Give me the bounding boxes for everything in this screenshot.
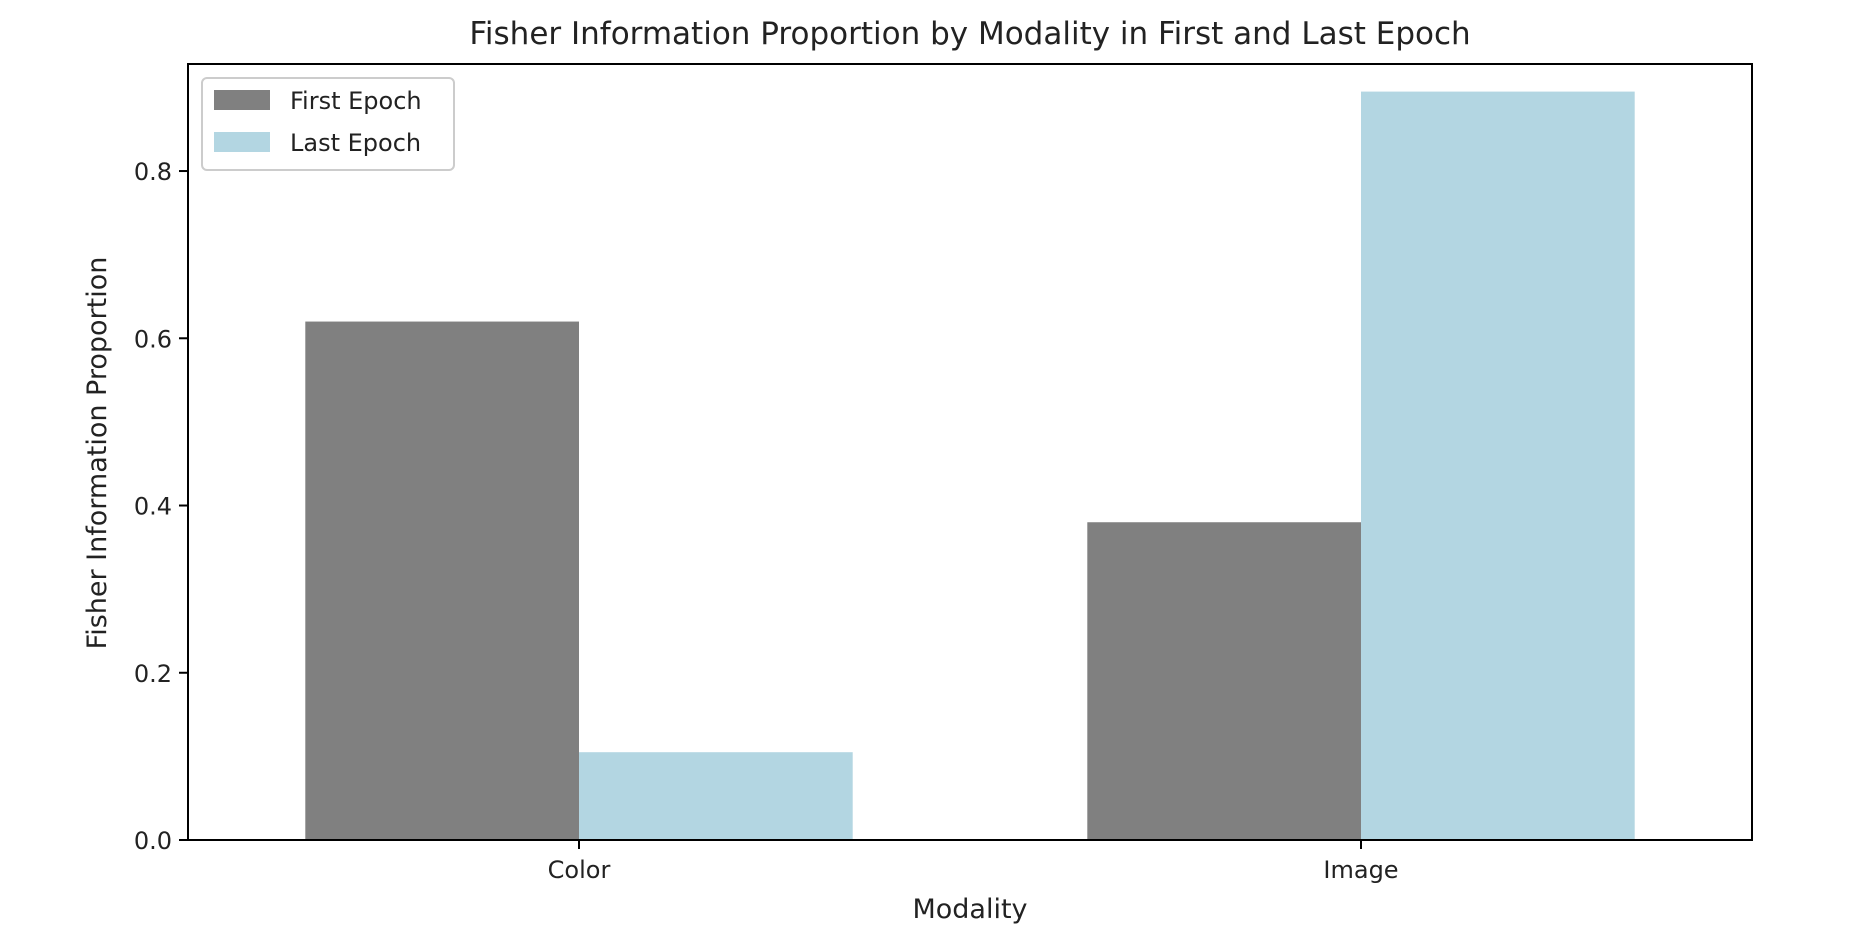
bar-series-1-category-1 [1361, 91, 1635, 840]
legend-swatch-0 [214, 90, 270, 110]
y-axis-label: Fisher Information Proportion [82, 257, 113, 650]
y-axis-ticks: 0.0 0.2 0.4 0.6 0.8 [134, 158, 188, 855]
y-tick-label: 0.0 [134, 827, 172, 855]
legend-label-0: First Epoch [290, 87, 422, 115]
bar-series-0-category-1 [1087, 522, 1361, 840]
x-tick-label: Image [1323, 856, 1398, 884]
chart-title: Fisher Information Proportion by Modalit… [469, 16, 1470, 52]
y-tick-label: 0.8 [134, 158, 172, 186]
y-tick-label: 0.6 [134, 325, 172, 353]
x-axis-label: Modality [912, 894, 1027, 925]
legend-label-1: Last Epoch [290, 129, 421, 157]
plot-frame [187, 63, 1753, 841]
legend-swatch-1 [214, 132, 270, 152]
x-axis-ticks: Color Image [548, 840, 1399, 884]
x-tick-label: Color [548, 856, 611, 884]
y-tick-label: 0.2 [134, 660, 172, 688]
bar-series-0-category-0 [305, 321, 579, 840]
bar-series-1-category-0 [579, 752, 853, 840]
y-tick-label: 0.4 [134, 493, 172, 521]
legend: First Epoch Last Epoch [201, 77, 455, 171]
bars-group [305, 91, 1635, 840]
